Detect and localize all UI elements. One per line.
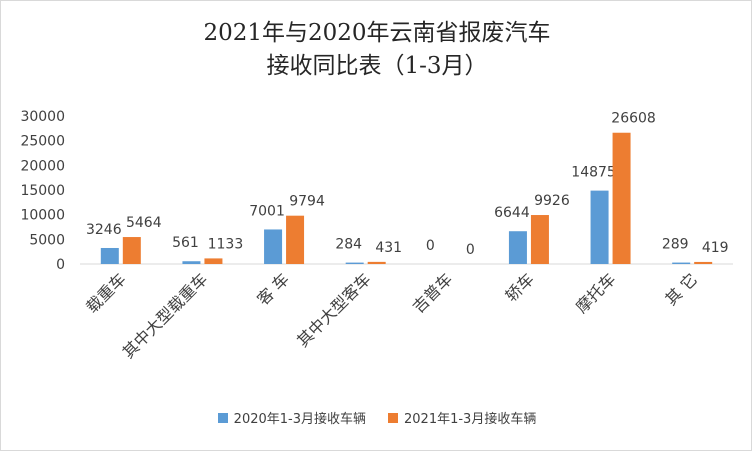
category-label: 吉普车 (409, 269, 456, 316)
data-label-2020: 3246 (86, 222, 122, 238)
data-label-2020: 561 (172, 235, 199, 251)
bar-2020 (182, 261, 201, 264)
data-label-2021: 5464 (126, 215, 162, 231)
y-tick-label: 20000 (20, 158, 65, 174)
y-tick-label: 25000 (20, 134, 65, 150)
legend-item-2021: 2021年1-3月接收车辆 (388, 408, 536, 427)
bar-2021 (204, 258, 223, 264)
bar-2021 (367, 261, 386, 264)
bar-2020 (508, 231, 527, 264)
chart-title-line-1: 2021年与2020年云南省报废汽车 (203, 20, 551, 46)
y-tick-label: 30000 (20, 109, 65, 125)
data-label-2020: 284 (335, 237, 362, 253)
bar-2020 (264, 229, 283, 264)
data-label-2020: 0 (426, 238, 435, 254)
chart-title-line-2: 接收同比表（1-3月） (266, 53, 488, 79)
legend: 2020年1-3月接收车辆 2021年1-3月接收车辆 (1, 408, 751, 427)
legend-swatch-2020 (217, 412, 228, 423)
legend-label-2020: 2020年1-3月接收车辆 (233, 412, 366, 427)
y-tick-label: 5000 (29, 232, 65, 248)
bar-2021 (122, 237, 141, 264)
bar-2020 (590, 190, 609, 264)
data-label-2021: 419 (702, 240, 729, 256)
category-label: 客 车 (253, 269, 293, 309)
category-label: 其 它 (661, 269, 701, 309)
data-label-2020: 289 (662, 237, 689, 253)
bar-2020 (100, 247, 119, 264)
category-label: 其中大型载重车 (119, 269, 212, 362)
category-label: 轿车 (502, 269, 538, 305)
category-label: 载重车 (82, 269, 129, 316)
y-tick-label: 10000 (20, 208, 65, 224)
data-label-2021: 9794 (289, 194, 325, 210)
legend-item-2020: 2020年1-3月接收车辆 (217, 408, 366, 427)
bar-2020 (672, 262, 691, 264)
data-label-2020: 6644 (494, 205, 530, 221)
y-tick-label: 0 (56, 257, 65, 273)
y-tick-label: 15000 (20, 183, 65, 199)
bar-2021 (530, 215, 549, 264)
legend-label-2021: 2021年1-3月接收车辆 (404, 412, 537, 427)
bar-2021 (694, 261, 713, 264)
bar-2020 (345, 262, 364, 264)
bar-2021 (286, 215, 305, 264)
bar-2021 (612, 132, 631, 264)
category-label: 摩托车 (572, 269, 619, 316)
data-label-2021: 26608 (611, 111, 656, 127)
data-label-2021: 1133 (208, 236, 244, 252)
legend-swatch-2021 (388, 412, 398, 423)
data-label-2021: 431 (375, 240, 402, 256)
data-label-2021: 0 (466, 242, 475, 258)
category-label: 其中大型客车 (293, 269, 374, 350)
chart-title: 2021年与2020年云南省报废汽车 接收同比表（1-3月） (1, 17, 751, 83)
data-label-2021: 9926 (534, 193, 570, 209)
data-label-2020: 14875 (571, 165, 616, 181)
data-label-2020: 7001 (249, 203, 285, 219)
